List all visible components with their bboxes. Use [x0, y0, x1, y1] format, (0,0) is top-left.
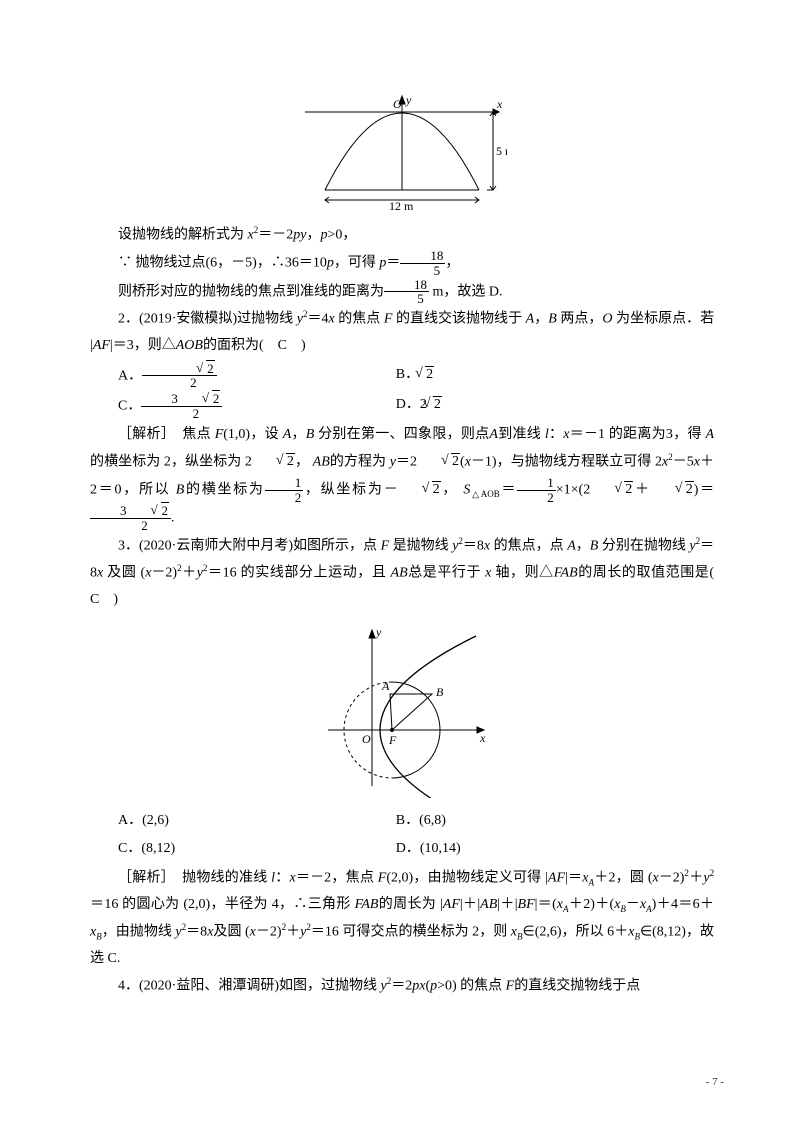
- q3-optB: B．(6,8): [396, 808, 714, 835]
- fig1-svg: O x y 12 m 5 m: [297, 92, 507, 212]
- fig1-x: x: [496, 97, 503, 111]
- q3-optC: C．(8,12): [90, 836, 396, 863]
- fig1-y: y: [405, 93, 412, 107]
- fig2-x: x: [479, 731, 486, 745]
- q3-opts-row1: A．(2,6) B．(6,8): [90, 808, 714, 835]
- fig2-y: y: [375, 625, 382, 639]
- fig1-O: O: [393, 97, 402, 111]
- q2-sol: ［解析］ 焦点 F(1,0)，设 A，B 分别在第一、四象限，则点A到准线 l：…: [90, 422, 714, 532]
- page-number: - 7 -: [706, 1072, 724, 1093]
- p1-line2: ∵ 抛物线过点(6，－5)，∴36＝10p，可得 p＝185，: [90, 249, 714, 277]
- q2-optA: A．22: [90, 362, 396, 390]
- q4-stem: 4．(2020·益阳、湘潭调研)如图，过抛物线 y2＝2px(p>0) 的焦点 …: [90, 973, 714, 1000]
- q2-optC: C．322: [90, 392, 396, 420]
- q3-opts-row2: C．(8,12) D．(10,14): [90, 836, 714, 863]
- q2-opts-row2: C．322 D．22: [90, 392, 714, 420]
- fig1-12m: 12 m: [389, 199, 414, 212]
- q3-stem: 3．(2020·云南师大附中月考)如图所示，点 F 是抛物线 y2＝8x 的焦点…: [90, 533, 714, 614]
- fig1-5m: 5 m: [496, 144, 507, 158]
- fig2-svg: O F A B x y: [312, 618, 492, 798]
- q2-stem: 2．(2019·安徽模拟)过抛物线 y2＝4x 的焦点 F 的直线交该抛物线于 …: [90, 306, 714, 360]
- q3-sol: ［解析］ 抛物线的准线 l：x＝－2，焦点 F(2,0)，由抛物线定义可得 |A…: [90, 865, 714, 973]
- fig2-F: F: [388, 733, 397, 747]
- q2-optD: D．22: [396, 392, 714, 420]
- p1-line3: 则桥形对应的抛物线的焦点到准线的距离为185 m，故选 D.: [90, 278, 714, 306]
- fig2-B: B: [436, 685, 444, 699]
- q2-optB: B．2: [396, 362, 714, 390]
- q2-opts-row1: A．22 B．2: [90, 362, 714, 390]
- q3-optD: D．(10,14): [396, 836, 714, 863]
- fig2-O: O: [362, 732, 371, 746]
- parabola-circle-figure: O F A B x y: [90, 618, 714, 798]
- fig2-A: A: [381, 679, 390, 693]
- p1-line1: 设抛物线的解析式为 x2＝－2py，p>0，: [90, 222, 714, 249]
- q3-optA: A．(2,6): [90, 808, 396, 835]
- bridge-parabola-figure: O x y 12 m 5 m: [90, 92, 714, 212]
